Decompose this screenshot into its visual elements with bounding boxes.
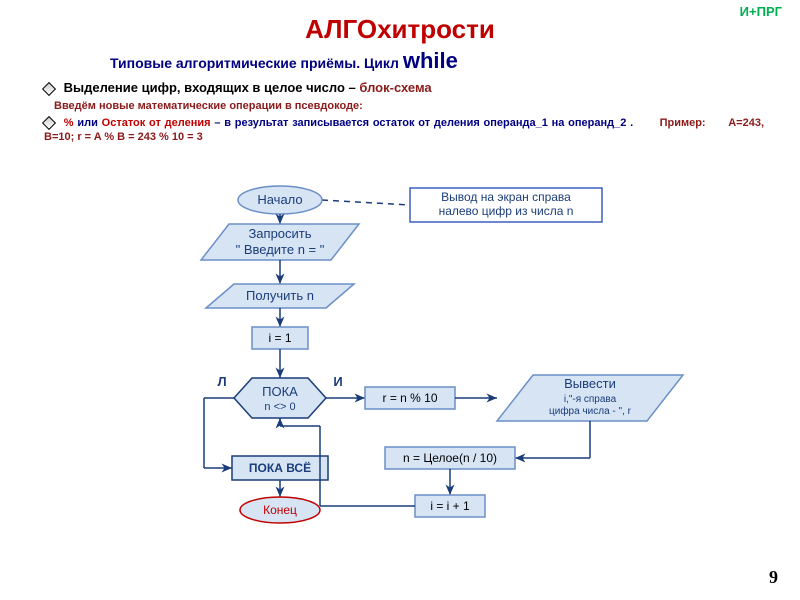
- subtitle: Типовые алгоритмические приёмы. Цикл whi…: [110, 48, 458, 74]
- bullet-icon: [42, 116, 56, 130]
- svg-text:Запросить: Запросить: [248, 226, 311, 241]
- svg-text:i = i + 1: i = i + 1: [430, 499, 470, 513]
- svg-text:n <> 0: n <> 0: [264, 401, 295, 413]
- svg-text:ПОКА: ПОКА: [262, 384, 298, 399]
- bullet-line-3: % или Остаток от деления – в результат з…: [44, 116, 764, 145]
- svg-text:И: И: [333, 374, 342, 389]
- svg-text:i = 1: i = 1: [268, 331, 291, 345]
- bullet-icon: [42, 81, 56, 95]
- line-2: Введём новые математические операции в п…: [54, 100, 363, 112]
- svg-text:r = n % 10: r = n % 10: [382, 391, 437, 405]
- svg-text:налево цифр из числа n: налево цифр из числа n: [439, 204, 574, 218]
- svg-text:Вывести: Вывести: [564, 376, 616, 391]
- svg-text:" Введите n = ": " Введите n = ": [236, 242, 325, 257]
- page-title: АЛГОхитрости: [0, 14, 800, 45]
- svg-text:n = Целое(n / 10): n = Целое(n / 10): [403, 451, 497, 465]
- svg-text:ПОКА ВСЁ: ПОКА ВСЁ: [249, 460, 311, 475]
- svg-text:цифра числа - ", r: цифра числа - ", r: [549, 405, 632, 417]
- svg-text:Конец: Конец: [263, 503, 297, 517]
- svg-text:Вывод на экран справа: Вывод на экран справа: [441, 190, 571, 204]
- svg-text:i,"-я справа: i,"-я справа: [564, 394, 617, 405]
- bullet-line-1: Выделение цифр, входящих в целое число –…: [44, 80, 764, 95]
- svg-text:Л: Л: [217, 374, 226, 389]
- svg-text:Получить n: Получить n: [246, 288, 314, 303]
- page-number: 9: [769, 567, 778, 588]
- flowchart: Вывод на экран справаналево цифр из числ…: [120, 180, 780, 580]
- svg-text:Начало: Начало: [257, 192, 302, 207]
